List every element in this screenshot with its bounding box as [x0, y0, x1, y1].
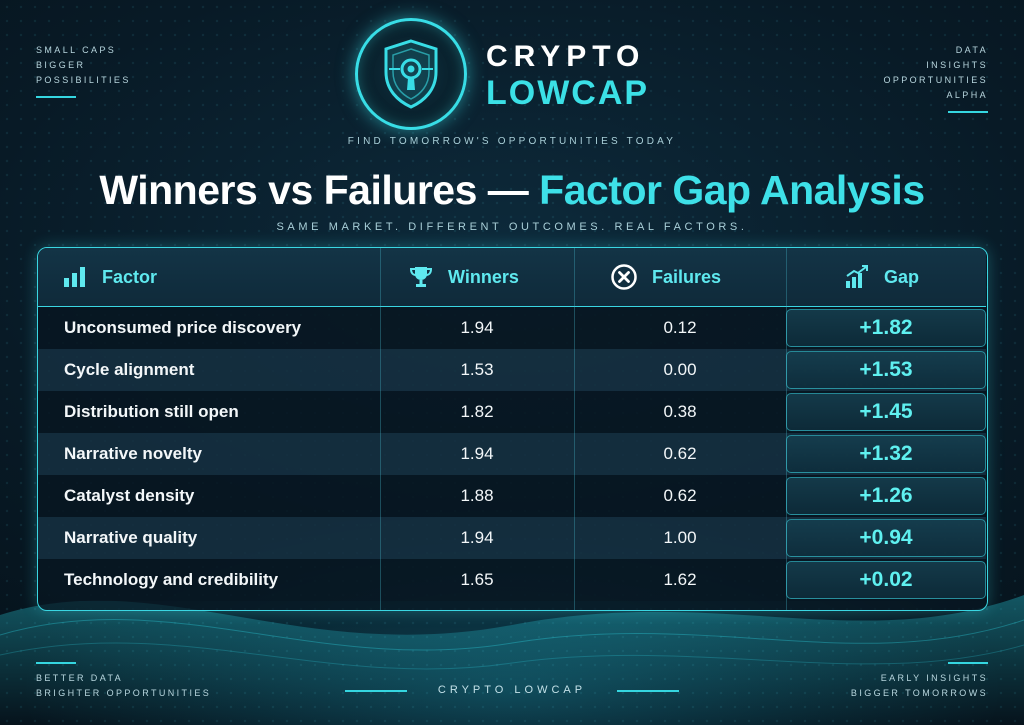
gap-cell: +1.45 [786, 393, 986, 431]
factor-gap-table: Factor Winners Failures [37, 247, 988, 611]
winners-cell: 1.82 [460, 402, 494, 421]
bar-chart-icon [64, 267, 85, 287]
winners-cell: 1.88 [460, 486, 494, 505]
corner-line: OPPORTUNITIES [883, 75, 988, 85]
corner-text-top-left: SMALL CAPS BIGGER POSSIBILITIES [36, 43, 131, 98]
column-divider [380, 248, 381, 610]
corner-text-bottom-left: BETTER DATA BRIGHTER OPPORTUNITIES [36, 662, 211, 701]
gap-cell: +1.32 [786, 435, 986, 473]
factor-cell: Unconsumed price discovery [64, 318, 302, 337]
factor-cell: Cycle alignment [64, 360, 195, 379]
header-failures: Failures [610, 248, 721, 306]
page-title: Winners vs Failures — Factor Gap Analysi… [0, 166, 1024, 214]
winners-cell: 1.53 [460, 360, 494, 379]
table-row: Cycle alignment 1.53 0.00 +1.53 [38, 349, 986, 391]
header-label: Gap [884, 266, 920, 287]
winners-cell: 1.94 [460, 528, 494, 547]
factor-cell: Narrative quality [64, 528, 198, 547]
table-row: Distribution still open 1.82 0.38 +1.45 [38, 391, 986, 433]
winners-cell: 1.94 [460, 318, 494, 337]
corner-line: INSIGHTS [926, 60, 988, 70]
gap-cell: +1.82 [786, 309, 986, 347]
corner-line: EARLY INSIGHTS [880, 673, 988, 683]
corner-line: BIGGER TOMORROWS [850, 688, 988, 698]
factor-cell: Technology and credibility [64, 570, 279, 589]
failures-cell: 0.38 [663, 402, 697, 421]
growth-chart-icon [846, 265, 868, 288]
header-factor: Factor [62, 248, 157, 306]
gap-cell: +0.94 [786, 519, 986, 557]
failures-cell: 0.62 [663, 486, 697, 505]
header-gap: Gap [844, 248, 919, 306]
header-winners: Winners [408, 248, 519, 306]
table-row: Catalyst density 1.88 0.62 +1.26 [38, 475, 986, 517]
table-row: Unconsumed price discovery 1.94 0.12 +1.… [38, 307, 986, 349]
gap-cell: +0.02 [786, 561, 986, 599]
brand-name-line2: LOWCAP [486, 74, 650, 112]
logo-ring [355, 18, 467, 130]
brand-tagline: FIND TOMORROW'S OPPORTUNITIES TODAY [347, 136, 677, 147]
corner-line: SMALL CAPS [36, 45, 117, 55]
header-label: Winners [448, 266, 519, 287]
footer-rule-left [345, 690, 407, 692]
brand-wordmark: CRYPTO LOWCAP [486, 40, 649, 112]
footer-rule-right [617, 690, 679, 692]
page-subtitle: SAME MARKET. DIFFERENT OUTCOMES. REAL FA… [276, 221, 748, 233]
failures-cell: 0.62 [663, 444, 697, 463]
corner-line: BRIGHTER OPPORTUNITIES [36, 688, 212, 698]
corner-line: POSSIBILITIES [36, 75, 131, 85]
winners-cell: 1.65 [460, 570, 494, 589]
factor-cell: Narrative novelty [64, 444, 202, 463]
shield-keyhole-logo [355, 18, 467, 130]
x-circle-icon [611, 264, 637, 290]
title-part1: Winners vs Failures — [99, 167, 529, 213]
table-row: Technology and credibility 1.65 1.62 +0.… [38, 559, 986, 601]
corner-line: BIGGER [36, 60, 86, 70]
column-divider [786, 248, 787, 610]
corner-line: ALPHA [946, 90, 988, 100]
header-label: Failures [652, 266, 722, 287]
trophy-icon [409, 267, 433, 287]
failures-cell: 0.00 [663, 360, 697, 379]
factor-cell: Distribution still open [64, 402, 239, 421]
accent-rule [948, 111, 988, 113]
accent-rule [36, 662, 76, 664]
footer-brand: CRYPTO LOWCAP [437, 684, 587, 696]
failures-cell: 1.62 [663, 570, 697, 589]
header-label: Factor [102, 266, 158, 287]
corner-text-top-right: DATA INSIGHTS OPPORTUNITIES ALPHA [883, 43, 988, 113]
brand-name-line1: CRYPTO [486, 40, 646, 73]
accent-rule [36, 96, 76, 98]
corner-line: BETTER DATA [36, 673, 124, 683]
shield-icon [384, 39, 438, 109]
gap-cell: +1.53 [786, 351, 986, 389]
failures-cell: 0.12 [663, 318, 697, 337]
failures-cell: 1.00 [663, 528, 697, 547]
gap-cell: +1.26 [786, 477, 986, 515]
table-row: Narrative quality 1.94 1.00 +0.94 [38, 517, 986, 559]
table-row: Narrative novelty 1.94 0.62 +1.32 [38, 433, 986, 475]
accent-rule [948, 662, 988, 664]
column-divider [574, 248, 575, 610]
corner-text-bottom-right: EARLY INSIGHTS BIGGER TOMORROWS [851, 662, 988, 701]
factor-cell: Catalyst density [64, 486, 195, 505]
winners-cell: 1.94 [460, 444, 494, 463]
corner-line: DATA [955, 45, 988, 55]
title-part2: Factor Gap Analysis [539, 167, 925, 213]
table-header: Factor Winners Failures [38, 248, 986, 307]
